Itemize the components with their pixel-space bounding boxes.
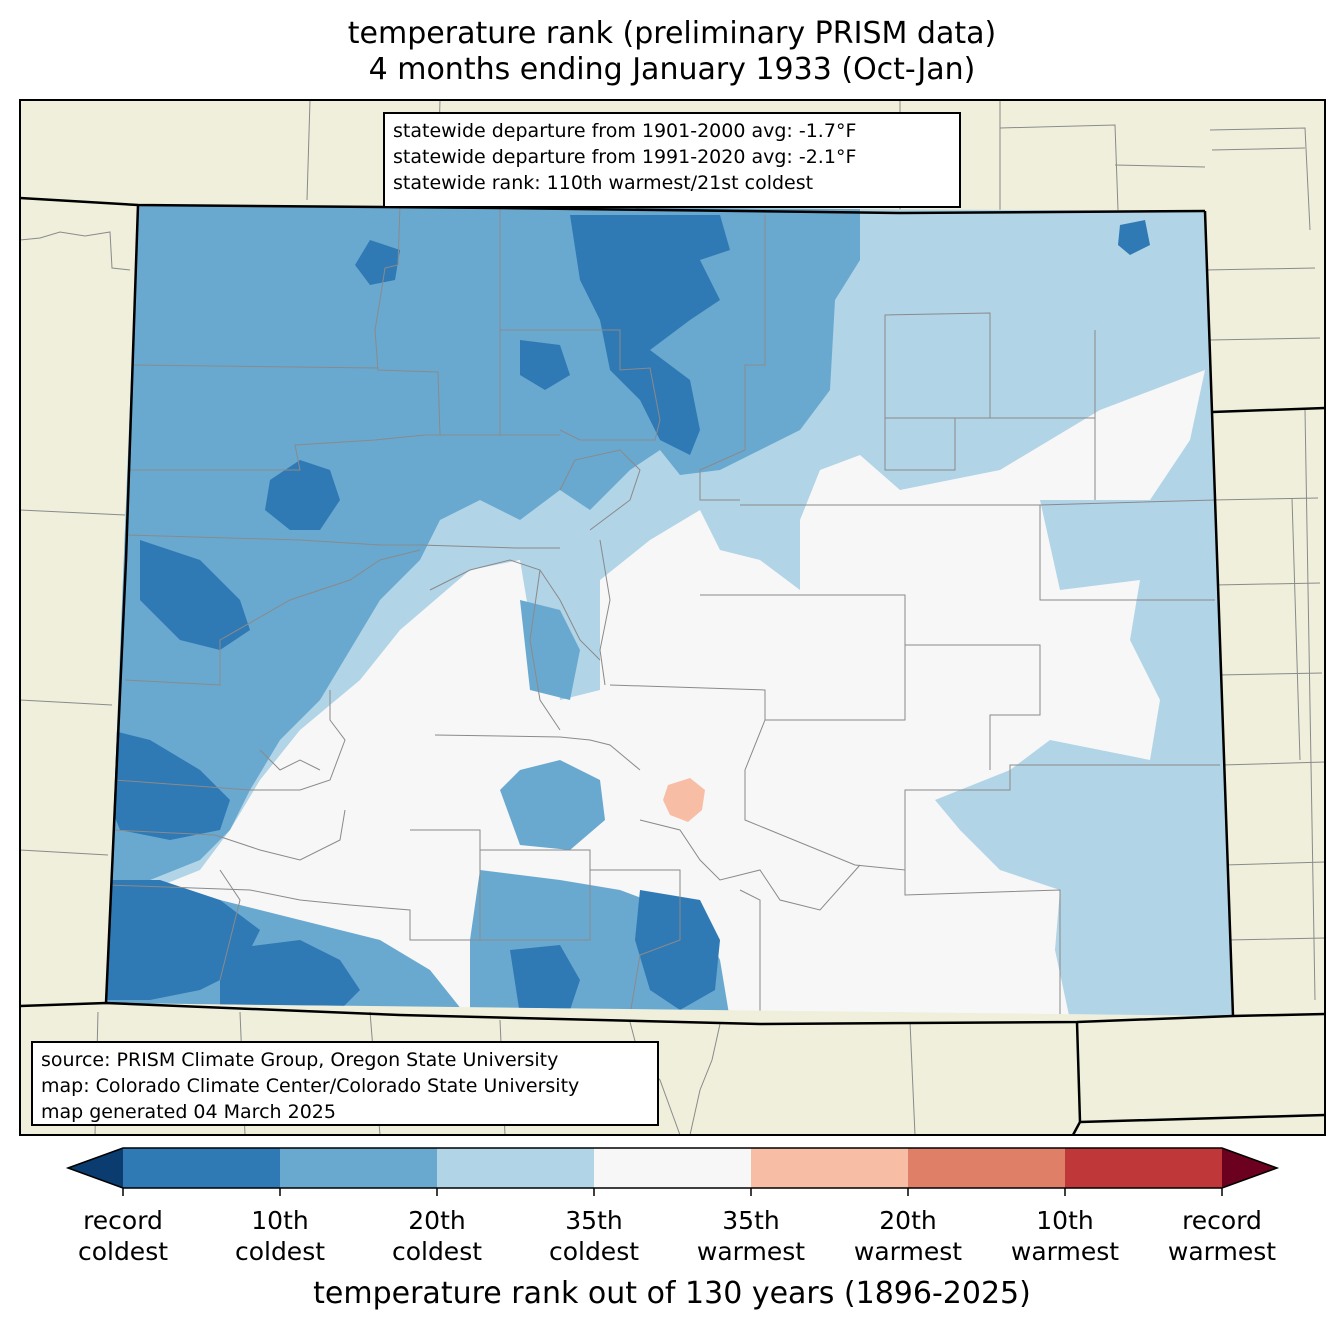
temperature-rank-field: [106, 205, 1233, 1016]
map-frame: [19, 99, 1326, 1136]
colorbar-tick-label: record warmest: [1167, 1206, 1277, 1266]
colorbar-segment: [123, 1148, 281, 1188]
colorbar: [65, 1147, 1280, 1196]
map-title-line2: 4 months ending January 1933 (Oct-Jan): [368, 52, 976, 87]
colorbar-tick-label: 20th coldest: [391, 1206, 483, 1266]
colorbar-segment: [594, 1148, 752, 1188]
colorbar-tick-label: 20th warmest: [853, 1206, 963, 1266]
source-line-prism: source: PRISM Climate Group, Oregon Stat…: [41, 1049, 559, 1071]
colorbar-tick-label: record coldest: [77, 1206, 169, 1266]
colorbar-segment: [751, 1148, 909, 1188]
colorbar-over-arrow: [1222, 1148, 1277, 1188]
colorbar-segment: [280, 1148, 438, 1188]
colorbar-under-arrow: [68, 1148, 123, 1188]
warm-anomaly-patch: [663, 778, 705, 822]
source-box: source: PRISM Climate Group, Oregon Stat…: [31, 1041, 659, 1126]
colorbar-tick-label: 10th warmest: [1010, 1206, 1120, 1266]
colorbar-tick-label: 35th warmest: [696, 1206, 806, 1266]
colorbar-segment: [908, 1148, 1066, 1188]
state-borders: [20, 196, 1325, 1135]
stats-line-rank: statewide rank: 110th warmest/21st colde…: [393, 172, 814, 194]
statewide-stats-box: statewide departure from 1901-2000 avg: …: [383, 112, 961, 208]
map-title-line1: temperature rank (preliminary PRISM data…: [347, 16, 997, 51]
colorbar-label: temperature rank out of 130 years (1896-…: [313, 1276, 1031, 1311]
stats-line-1991-2020: statewide departure from 1991-2020 avg: …: [393, 146, 857, 168]
source-line-generated: map generated 04 March 2025: [41, 1101, 336, 1123]
source-line-map: map: Colorado Climate Center/Colorado St…: [41, 1075, 580, 1097]
colorbar-tick-label: 10th coldest: [234, 1206, 326, 1266]
county-lines: [107, 205, 1220, 1016]
colorbar-segment: [437, 1148, 595, 1188]
stats-line-1901-2000: statewide departure from 1901-2000 avg: …: [393, 120, 857, 142]
colorbar-tick-label: 35th coldest: [548, 1206, 640, 1266]
colorbar-segment: [1065, 1148, 1223, 1188]
